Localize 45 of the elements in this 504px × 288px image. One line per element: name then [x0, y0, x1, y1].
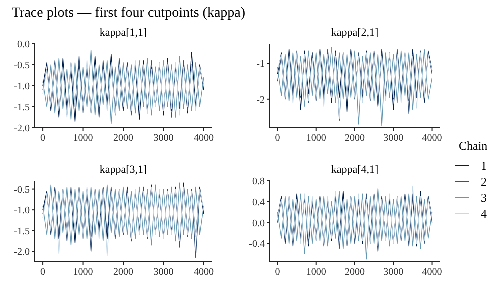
x-tick-label: 3000 — [154, 267, 174, 278]
y-tick-label: 0.0 — [18, 40, 30, 50]
y-tick-label: 0.0 — [252, 218, 265, 230]
x-tick-label: 1000 — [306, 267, 326, 278]
chart-title: kappa[1,1] — [100, 27, 148, 39]
x-tick-label: 2000 — [114, 267, 134, 278]
text: Trace plots — first four cutpoints (kappa) — [12, 6, 246, 21]
x-tick-label: 2000 — [114, 133, 134, 144]
legend-title: Chain — [459, 139, 488, 153]
y-tick-label: -2 — [256, 94, 265, 106]
x-tick-label: 4000 — [422, 267, 442, 278]
x-tick-label: 0 — [40, 133, 46, 144]
x-tick-label: 2000 — [345, 133, 365, 144]
y-tick-label: -1.0 — [14, 206, 30, 217]
legend-label: 2 — [481, 175, 487, 190]
chart-title: kappa[3,1] — [100, 164, 148, 176]
x-tick-label: 1000 — [306, 133, 326, 144]
y-tick-label: -1 — [256, 59, 265, 70]
y-tick-label: -0.5 — [14, 60, 30, 72]
legend-label: 3 — [481, 191, 487, 206]
x-tick-label: 2000 — [345, 267, 365, 278]
x-tick-label: 4000 — [422, 133, 442, 144]
x-tick-label: 1000 — [73, 133, 94, 144]
y-tick-label: -0.5 — [14, 184, 30, 196]
y-tick-label: -0.4 — [249, 239, 265, 250]
chart-title: kappa[2,1] — [331, 27, 379, 39]
y-tick-label: -2.0 — [14, 247, 30, 258]
x-tick-label: 4000 — [194, 133, 214, 144]
x-tick-label: 0 — [275, 133, 280, 144]
x-tick-label: 0 — [275, 267, 280, 278]
x-tick-label: 3000 — [384, 267, 404, 278]
y-tick-label: -2.0 — [14, 124, 30, 134]
y-tick-label: -1.0 — [14, 82, 30, 92]
x-tick-label: 3000 — [384, 133, 404, 144]
chart-title: kappa[4,1] — [331, 164, 379, 176]
x-tick-label: 1000 — [73, 267, 94, 278]
legend-label: 4 — [481, 207, 487, 222]
x-tick-label: 0 — [40, 267, 46, 278]
x-tick-label: 3000 — [154, 133, 174, 144]
y-tick-label: -1.5 — [14, 102, 30, 114]
y-tick-label: -1.5 — [14, 226, 30, 238]
legend-label: 1 — [481, 159, 487, 174]
y-tick-label: 0.8 — [252, 176, 265, 188]
y-tick-label: 0.4 — [252, 197, 265, 208]
x-tick-label: 4000 — [194, 267, 214, 278]
